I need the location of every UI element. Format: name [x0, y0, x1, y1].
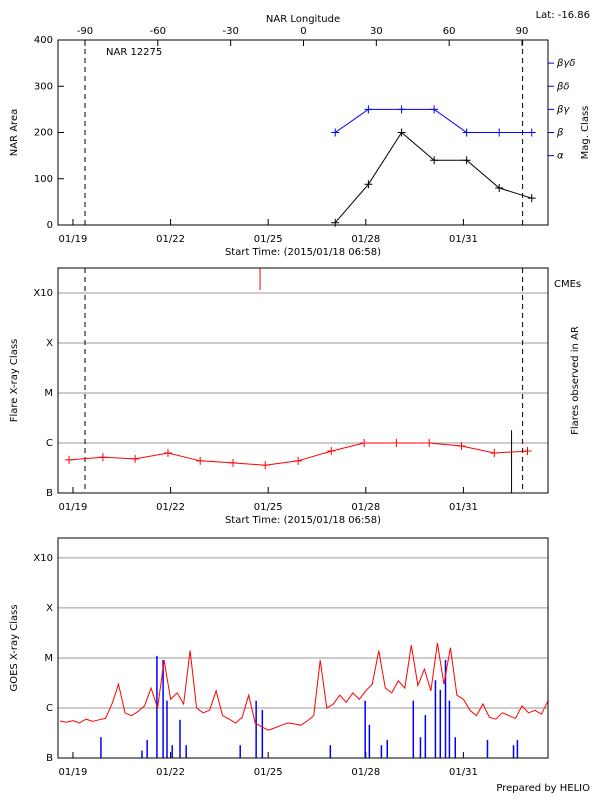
marker	[523, 447, 532, 456]
y-tick-label: M	[44, 653, 53, 664]
marker	[364, 105, 373, 114]
marker	[462, 128, 471, 137]
series-line	[59, 642, 549, 731]
y2-axis-label: Flares observed in AR	[570, 326, 581, 435]
x-tick-label: 01/25	[254, 502, 283, 513]
plot-frame	[57, 39, 549, 226]
marker	[527, 194, 536, 203]
x-tick-label: 01/19	[59, 502, 88, 513]
x-tick-label: 01/28	[351, 502, 380, 513]
marker	[392, 438, 401, 447]
y-tick-label: X	[46, 338, 53, 349]
series-line	[334, 108, 532, 133]
marker	[229, 458, 238, 467]
marker	[327, 447, 336, 456]
y2-axis-label: Mag. Class	[580, 106, 591, 160]
y-tick-label: 300	[34, 81, 53, 92]
x-tick-label: 01/19	[59, 234, 88, 245]
y2-tick-label: βγδ	[556, 58, 575, 69]
x-tick-label: 01/19	[59, 767, 88, 778]
marker	[430, 156, 439, 165]
x2-tick-label: -90	[77, 26, 93, 37]
x2-tick-label: -60	[150, 26, 166, 37]
marker	[425, 438, 434, 447]
series-line	[334, 131, 532, 224]
y-tick-label: 200	[34, 128, 53, 139]
marker	[364, 180, 373, 189]
panel-title: NAR 12275	[106, 47, 162, 58]
y2-tick-label: α	[557, 151, 564, 162]
x-tick-label: 01/28	[351, 234, 380, 245]
x2-tick-label: 30	[370, 26, 383, 37]
marker	[397, 128, 406, 137]
y-tick-label: 0	[47, 220, 53, 231]
x-tick-label: 01/22	[156, 234, 185, 245]
marker	[163, 449, 172, 458]
marker	[196, 456, 205, 465]
x-tick-label: 01/22	[156, 502, 185, 513]
y-tick-label: C	[46, 703, 53, 714]
y-axis-label: GOES X-ray Class	[9, 604, 20, 691]
marker	[360, 438, 369, 447]
x2-axis-label: NAR Longitude	[266, 14, 340, 25]
marker	[131, 454, 140, 463]
marker	[430, 105, 439, 114]
x-tick-label: 01/25	[254, 767, 283, 778]
plot-frame	[57, 537, 549, 759]
y-tick-label: X10	[33, 553, 53, 564]
marker	[495, 128, 504, 137]
y2-tick-label: βγ	[556, 104, 570, 115]
x-tick-label: 01/31	[449, 234, 478, 245]
x-axis-label: Start Time: (2015/01/18 06:58)	[225, 515, 381, 526]
x-tick-label: 01/28	[351, 767, 380, 778]
marker	[457, 442, 466, 451]
plot-frame	[57, 267, 549, 494]
cme-label: CMEs	[554, 279, 581, 290]
y-tick-label: X	[46, 603, 53, 614]
x-tick-label: 01/25	[254, 234, 283, 245]
y2-tick-label: βδ	[556, 81, 570, 92]
x-tick-label: 01/22	[156, 767, 185, 778]
marker	[490, 449, 499, 458]
y-tick-label: B	[46, 753, 53, 764]
x2-tick-label: -30	[222, 26, 238, 37]
y-axis-label: NAR Area	[9, 109, 20, 156]
y-axis-label: Flare X-ray Class	[9, 339, 20, 423]
y-tick-label: 100	[34, 174, 53, 185]
x2-tick-label: 60	[443, 26, 456, 37]
y-tick-label: M	[44, 388, 53, 399]
x-axis-label: Start Time: (2015/01/18 06:58)	[225, 247, 381, 258]
y2-tick-label: β	[556, 128, 564, 139]
marker	[527, 128, 536, 137]
marker	[495, 184, 504, 192]
marker	[462, 156, 471, 165]
marker	[294, 456, 303, 465]
marker	[65, 455, 74, 464]
marker	[261, 461, 270, 470]
x2-tick-label: 90	[516, 26, 529, 37]
x-tick-label: 01/31	[449, 502, 478, 513]
y-tick-label: 400	[34, 35, 53, 46]
x-tick-label: 01/31	[449, 767, 478, 778]
y-tick-label: X10	[33, 288, 53, 299]
footnote: Prepared by HELIO	[496, 783, 590, 794]
y-tick-label: B	[46, 488, 53, 499]
latitude: Lat: -16.86	[536, 10, 590, 21]
marker	[397, 105, 406, 114]
marker	[98, 453, 107, 462]
marker	[331, 128, 340, 137]
y-tick-label: C	[46, 438, 53, 449]
x2-tick-label: 0	[300, 26, 306, 37]
